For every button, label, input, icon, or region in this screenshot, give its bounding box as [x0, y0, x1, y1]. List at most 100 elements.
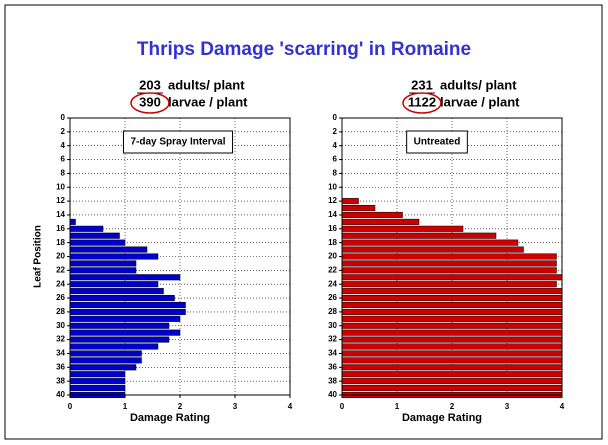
- bar: [69, 267, 137, 274]
- annotation-box: [122, 130, 234, 154]
- adults-label: adults/ plant: [168, 77, 245, 92]
- x-tick-label: 0: [340, 402, 345, 411]
- y-tick-label: 4: [61, 141, 66, 150]
- bar: [69, 239, 126, 246]
- y-tick-label: 14: [328, 210, 337, 219]
- y-tick-label: 18: [328, 238, 337, 247]
- bar: [69, 322, 170, 329]
- bar: [69, 260, 137, 267]
- bar: [341, 246, 524, 253]
- y-tick-label: 12: [328, 196, 337, 205]
- x-tick-label: 1: [395, 402, 400, 411]
- bar: [69, 253, 159, 260]
- bar: [341, 225, 464, 232]
- bar: [341, 308, 563, 315]
- x-tick-label: 4: [560, 402, 565, 411]
- y-tick-label: 32: [56, 335, 65, 344]
- y-tick-label: 26: [328, 293, 337, 302]
- adults-label: adults/ plant: [440, 77, 517, 92]
- bar: [69, 336, 170, 343]
- y-tick-label: 22: [328, 265, 337, 274]
- bar: [341, 378, 563, 385]
- bar: [341, 371, 563, 378]
- x-tick-label: 3: [505, 402, 510, 411]
- y-tick-label: 40: [56, 390, 65, 399]
- y-tick-label: 20: [56, 252, 65, 261]
- y-tick-label: 20: [328, 252, 337, 261]
- y-tick-label: 40: [328, 390, 337, 399]
- x-tick-label: 1: [123, 402, 128, 411]
- y-tick-label: 2: [61, 127, 66, 136]
- bar: [69, 315, 181, 322]
- bar: [341, 385, 563, 392]
- bar: [69, 343, 159, 350]
- bar: [69, 288, 164, 295]
- bar: [341, 295, 563, 302]
- x-tick-label: 2: [450, 402, 455, 411]
- slide-title: Thrips Damage 'scarring' in Romaine: [137, 39, 471, 60]
- y-tick-label: 30: [328, 321, 337, 330]
- adults-count: 203: [139, 77, 161, 92]
- bar: [341, 329, 563, 336]
- bar: [341, 205, 376, 212]
- bar: [69, 218, 76, 225]
- y-tick-label: 22: [56, 265, 65, 274]
- plot-border: [341, 117, 563, 396]
- bar: [69, 371, 126, 378]
- y-tick-label: 38: [56, 376, 65, 385]
- bar: [341, 301, 563, 308]
- y-tick-label: 38: [328, 376, 337, 385]
- y-tick-label: 34: [328, 349, 337, 358]
- bar: [341, 198, 359, 205]
- x-tick-label: 4: [288, 402, 293, 411]
- y-tick-label: 34: [56, 349, 65, 358]
- bar: [341, 364, 563, 371]
- y-tick-label: 0: [333, 113, 338, 122]
- y-tick-label: 8: [333, 169, 338, 178]
- bar: [341, 267, 557, 274]
- x-tick-label: 3: [233, 402, 238, 411]
- y-tick-label: 14: [56, 210, 65, 219]
- y-tick-label: 10: [56, 182, 65, 191]
- y-tick-label: 26: [56, 293, 65, 302]
- y-tick-label: 36: [56, 362, 65, 371]
- bar: [69, 308, 186, 315]
- bar: [341, 239, 519, 246]
- highlight-circle: [402, 92, 442, 114]
- bar: [341, 322, 563, 329]
- y-tick-label: 28: [56, 307, 65, 316]
- bar: [341, 260, 557, 267]
- plot-border: [69, 117, 291, 396]
- bar: [341, 281, 557, 288]
- bar: [341, 336, 563, 343]
- bar: [341, 343, 563, 350]
- y-tick-label: 2: [333, 127, 338, 136]
- bar: [341, 218, 420, 225]
- bar: [341, 274, 563, 281]
- bar: [341, 350, 563, 357]
- y-tick-label: 12: [56, 196, 65, 205]
- y-tick-label: 10: [328, 182, 337, 191]
- highlight-circle: [130, 92, 170, 114]
- bar: [341, 253, 557, 260]
- y-tick-label: 6: [333, 155, 338, 164]
- y-tick-label: 36: [328, 362, 337, 371]
- bar: [69, 301, 186, 308]
- larvae-count: 390: [139, 94, 161, 109]
- y-tick-label: 16: [56, 224, 65, 233]
- larvae-count: 1122: [408, 94, 436, 109]
- bar: [69, 357, 142, 364]
- bar: [69, 232, 120, 239]
- bar: [69, 364, 137, 371]
- x-tick-label: 2: [178, 402, 183, 411]
- y-tick-label: 6: [61, 155, 66, 164]
- x-tick-label: 0: [68, 402, 73, 411]
- larvae-label: larvae / plant: [168, 94, 248, 109]
- y-tick-label: 24: [328, 279, 337, 288]
- bar: [341, 288, 563, 295]
- bar: [341, 211, 403, 218]
- bar: [69, 225, 104, 232]
- adults-count: 231: [411, 77, 433, 92]
